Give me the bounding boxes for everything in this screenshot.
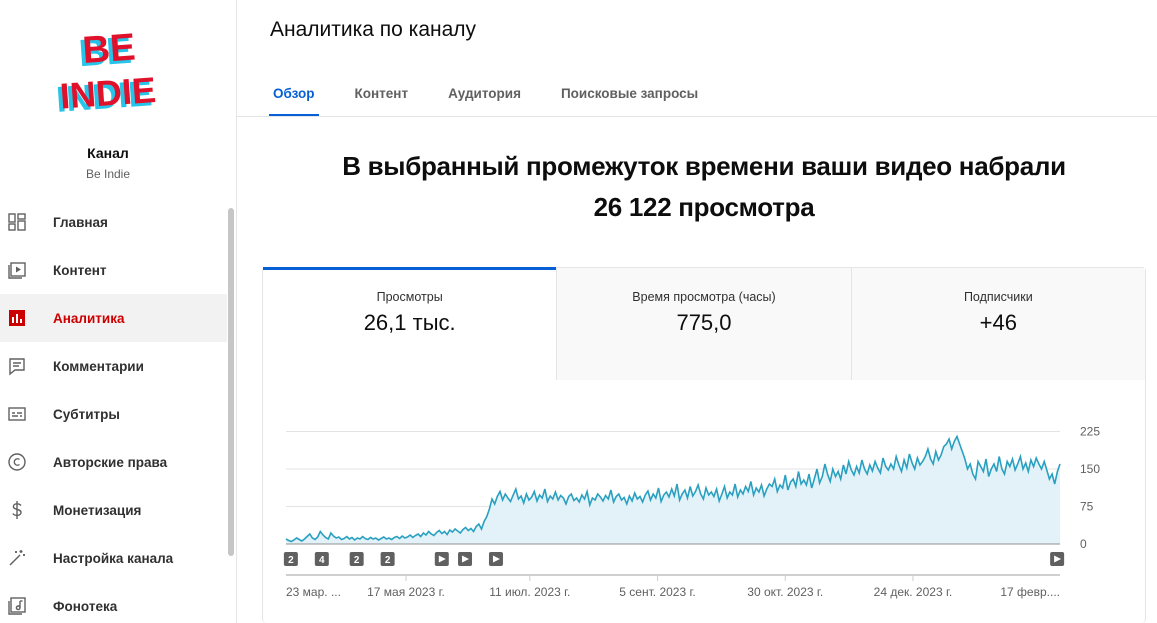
x-tick-label: 17 февр.... [1000, 585, 1060, 599]
views-chart: 0 75 150 225 2 4 2 2 23 мар. ... 17 мая 2023 г.… [262, 379, 1146, 623]
video-marker[interactable]: 2 [283, 552, 298, 566]
sidebar-item-copyright[interactable]: Авторские права [0, 438, 227, 486]
tab-overview[interactable]: Обзор [269, 70, 319, 117]
metric-label: Время просмотра (часы) [632, 290, 776, 304]
sidebar-item-monetization[interactable]: Монетизация [0, 486, 227, 534]
summary-line2: 26 122 просмотра [593, 192, 815, 222]
metric-watch-time[interactable]: Время просмотра (часы) 775,0 [556, 268, 851, 380]
sidebar-item-label: Аналитика [53, 310, 125, 326]
magic-wand-icon [6, 547, 28, 569]
sidebar-item-label: Фонотека [53, 598, 118, 614]
sidebar-nav: Главная Контент Аналитика Комментарии Су… [0, 198, 227, 623]
header-divider [237, 116, 1157, 117]
copyright-icon [6, 451, 28, 473]
summary-text: В выбранный промежуток времени ваши виде… [262, 146, 1146, 228]
sidebar-item-audio-library[interactable]: Фонотека [0, 582, 227, 623]
channel-logo[interactable]: BE BE INDIE INDIE [55, 24, 169, 120]
x-tick-label: 24 дек. 2023 г. [874, 585, 953, 599]
x-tick-label: 30 окт. 2023 г. [747, 585, 823, 599]
sidebar-item-dashboard[interactable]: Главная [0, 198, 227, 246]
video-marker[interactable]: 4 [314, 552, 329, 566]
video-marker-count: 2 [385, 555, 391, 566]
audio-library-icon [6, 595, 28, 617]
dashboard-icon [6, 211, 28, 233]
views-chart-svg: 0 75 150 225 2 4 2 2 23 мар. ... 17 мая 2023 г.… [283, 425, 1100, 599]
play-icon [1054, 555, 1062, 563]
metrics-card: Просмотры 26,1 тыс. Время просмотра (час… [262, 267, 1146, 623]
video-marker-box [380, 552, 395, 566]
chart-x-ticks: 23 мар. ... 17 мая 2023 г. 11 июл. 2023 г.… [286, 576, 1060, 599]
video-marker[interactable]: 2 [349, 552, 364, 566]
channel-label: Канал [87, 145, 129, 161]
sidebar-item-label: Настройка канала [53, 550, 174, 566]
video-marker-box [349, 552, 364, 566]
tab-content[interactable]: Контент [354, 86, 409, 101]
metric-value: 775,0 [676, 310, 732, 335]
y-tick-label: 225 [1080, 425, 1100, 439]
sidebar-item-label: Главная [53, 214, 108, 230]
dollar-icon [6, 499, 28, 521]
content-icon [6, 259, 28, 281]
y-tick-label: 75 [1080, 500, 1094, 514]
metric-subscribers[interactable]: Подписчики +46 [850, 268, 1145, 380]
video-marker[interactable] [1050, 552, 1065, 566]
sidebar-item-label: Субтитры [53, 406, 120, 422]
sidebar-item-comments[interactable]: Комментарии [0, 342, 227, 390]
video-marker-count: 4 [319, 555, 325, 566]
metric-value: +46 [979, 310, 1017, 335]
page-title: Аналитика по каналу [270, 18, 477, 41]
logo-line1-cyan: BE [77, 30, 133, 76]
chart-line [285, 434, 1061, 543]
summary-line1: В выбранный промежуток времени ваши виде… [342, 151, 1066, 181]
sidebar-item-customization[interactable]: Настройка канала [0, 534, 227, 582]
x-tick-label: 17 мая 2023 г. [367, 585, 445, 599]
tab-audience[interactable]: Аудитория [448, 86, 521, 101]
metric-value: 26,1 тыс. [363, 310, 456, 335]
video-marker-box [314, 552, 329, 566]
sidebar-item-label: Монетизация [53, 502, 142, 518]
y-tick-label: 0 [1080, 537, 1087, 551]
subtitles-icon [6, 403, 28, 425]
x-tick-label: 23 мар. ... [286, 585, 341, 599]
video-marker-box [283, 552, 298, 566]
sidebar-item-subtitles[interactable]: Субтитры [0, 390, 227, 438]
y-tick-label: 150 [1080, 462, 1100, 476]
video-marker[interactable] [434, 552, 449, 566]
metric-label: Подписчики [963, 290, 1033, 304]
sidebar: BE BE INDIE INDIE Канал Be Indie Главная… [0, 0, 237, 623]
sidebar-scrollbar[interactable] [228, 208, 234, 556]
sidebar-item-analytics[interactable]: Аналитика [0, 294, 227, 342]
play-icon [462, 555, 470, 563]
video-marker[interactable] [488, 552, 503, 566]
play-icon [492, 555, 500, 563]
comments-icon [6, 355, 28, 377]
x-tick-label: 5 сент. 2023 г. [619, 585, 695, 599]
channel-name[interactable]: Be Indie [85, 167, 131, 181]
play-icon [438, 555, 446, 563]
metric-tabs: Просмотры 26,1 тыс. Время просмотра (час… [263, 267, 1145, 380]
chart-video-markers: 2 4 2 2 [283, 552, 1065, 566]
video-marker-count: 2 [354, 555, 360, 566]
sidebar-item-content[interactable]: Контент [0, 246, 227, 294]
logo-line2-cyan: INDIE [55, 72, 153, 120]
tab-search-queries[interactable]: Поисковые запросы [560, 86, 699, 101]
sidebar-item-label: Контент [53, 262, 107, 278]
analytics-tabs: Обзор Контент Аудитория Поисковые запрос… [269, 70, 734, 117]
chart-y-ticks: 0 75 150 225 [1080, 425, 1100, 552]
x-tick-label: 11 июл. 2023 г. [489, 585, 570, 599]
video-marker[interactable] [458, 552, 473, 566]
metric-label: Просмотры [376, 290, 443, 304]
logo-line1-red: BE [81, 26, 137, 72]
chart-area [286, 436, 1060, 544]
logo-line2-red: INDIE [59, 69, 158, 117]
sidebar-item-label: Комментарии [53, 358, 144, 374]
analytics-icon [6, 307, 28, 329]
video-marker-count: 2 [288, 555, 294, 566]
metric-views[interactable]: Просмотры 26,1 тыс. [263, 267, 557, 380]
video-marker[interactable]: 2 [380, 552, 395, 566]
sidebar-item-label: Авторские права [53, 454, 168, 470]
